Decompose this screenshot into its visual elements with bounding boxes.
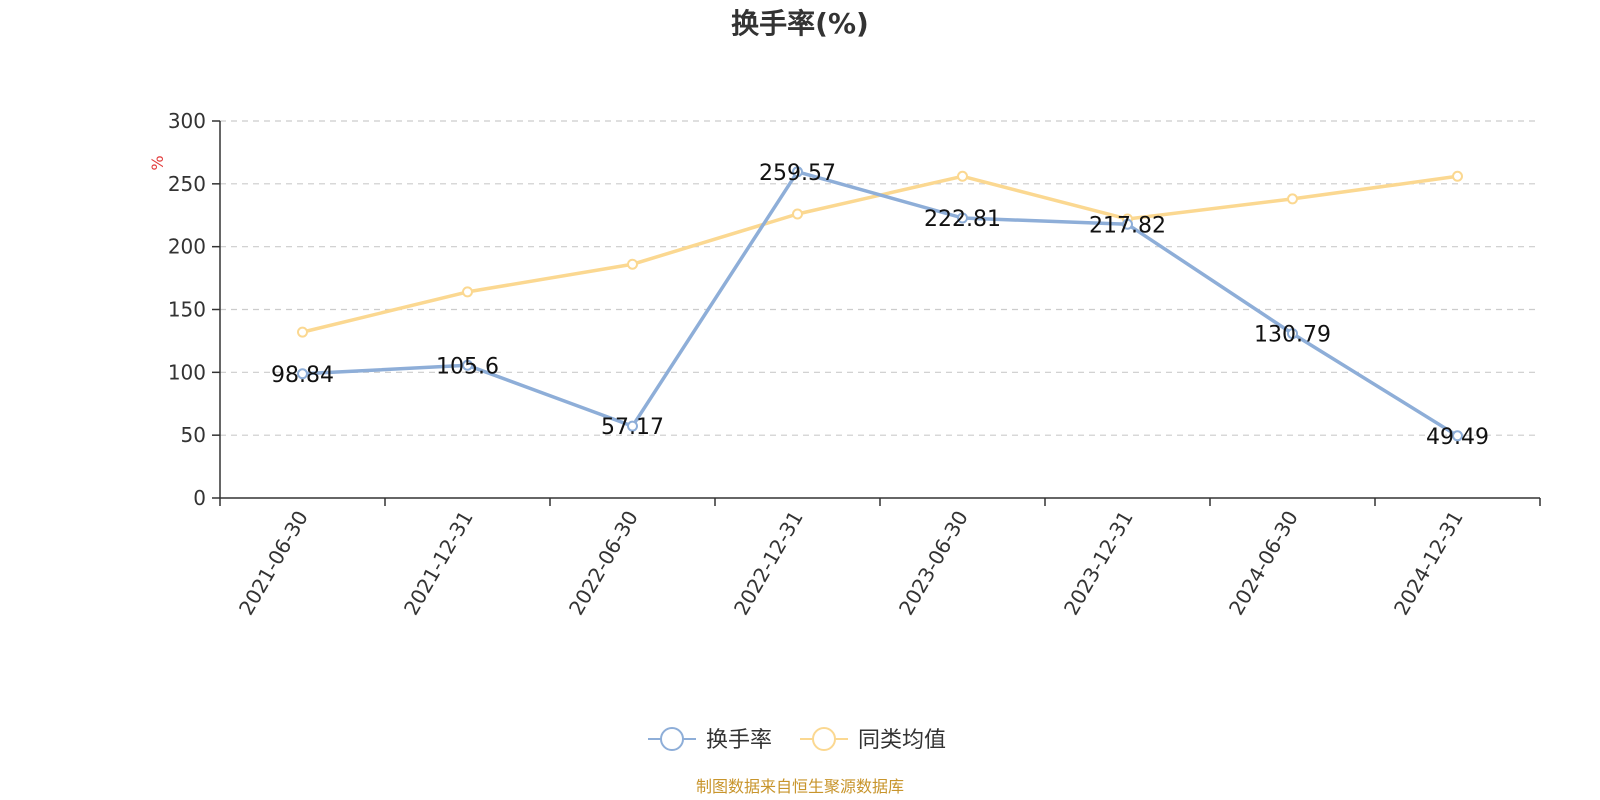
legend-item[interactable]: 同类均值: [800, 727, 946, 753]
y-tick-label: 100: [168, 360, 206, 384]
x-tick-label: 2021-06-30: [234, 507, 313, 620]
y-tick-label: 200: [168, 235, 206, 259]
data-point: [957, 170, 968, 182]
x-tick-label: 2024-06-30: [1224, 507, 1303, 620]
series-line: [302, 174, 1458, 334]
data-label: 222.81: [924, 207, 1001, 232]
y-tick-label: 0: [193, 486, 206, 510]
chart-title: 换手率(%): [731, 7, 869, 40]
data-label: 98.84: [271, 363, 334, 388]
data-point: [297, 368, 308, 380]
x-tick-label: 2023-12-31: [1059, 507, 1138, 620]
gridlines: [220, 120, 1540, 436]
data-label: 259.57: [759, 161, 836, 186]
axes: 0 50 100 150 200 250 300 2021-06-30 2021-12-31 20…: [168, 109, 1541, 620]
x-tick-label: 2023-06-30: [894, 507, 973, 620]
data-label: 130.79: [1254, 323, 1331, 348]
legend-label: 同类均值: [858, 728, 946, 753]
data-point: [462, 359, 473, 371]
data-point: [627, 420, 638, 432]
y-tick-label: 50: [181, 423, 206, 447]
data-point: [297, 326, 308, 338]
data-point: [957, 212, 968, 224]
data-labels: 98.84 105.6 57.17 259.57 222.81 217.82 130.79 4…: [271, 161, 1489, 450]
legend[interactable]: 换手率 同类均值: [648, 727, 946, 753]
data-point: [462, 286, 473, 298]
x-tick-label: 2022-06-30: [564, 507, 643, 620]
x-tick-label: 2021-12-31: [399, 507, 478, 620]
legend-marker: [812, 727, 836, 751]
data-label: 49.49: [1426, 425, 1489, 450]
series-group: [297, 166, 1463, 442]
data-point: [1452, 170, 1463, 182]
y-tick-label: 300: [168, 109, 206, 133]
data-point: [1287, 193, 1298, 205]
data-label: 57.17: [601, 415, 664, 440]
data-point: [1287, 328, 1298, 340]
legend-label: 换手率: [706, 728, 772, 753]
data-label: 105.6: [436, 354, 499, 379]
y-axis-label: %: [148, 155, 167, 170]
x-tick-label: 2024-12-31: [1389, 507, 1468, 620]
data-label: 217.82: [1089, 213, 1166, 238]
y-tick-label: 150: [168, 298, 206, 322]
data-point: [1452, 430, 1463, 442]
data-point: [792, 208, 803, 220]
data-point: [792, 166, 803, 178]
legend-item[interactable]: 换手率: [648, 727, 772, 753]
x-tick-label: 2022-12-31: [729, 507, 808, 620]
y-tick-label: 250: [168, 172, 206, 196]
source-note: 制图数据来自恒生聚源数据库: [696, 777, 904, 796]
series-line: [302, 170, 1459, 438]
data-point: [1122, 218, 1133, 230]
data-point: [627, 258, 638, 270]
legend-marker: [660, 727, 684, 751]
